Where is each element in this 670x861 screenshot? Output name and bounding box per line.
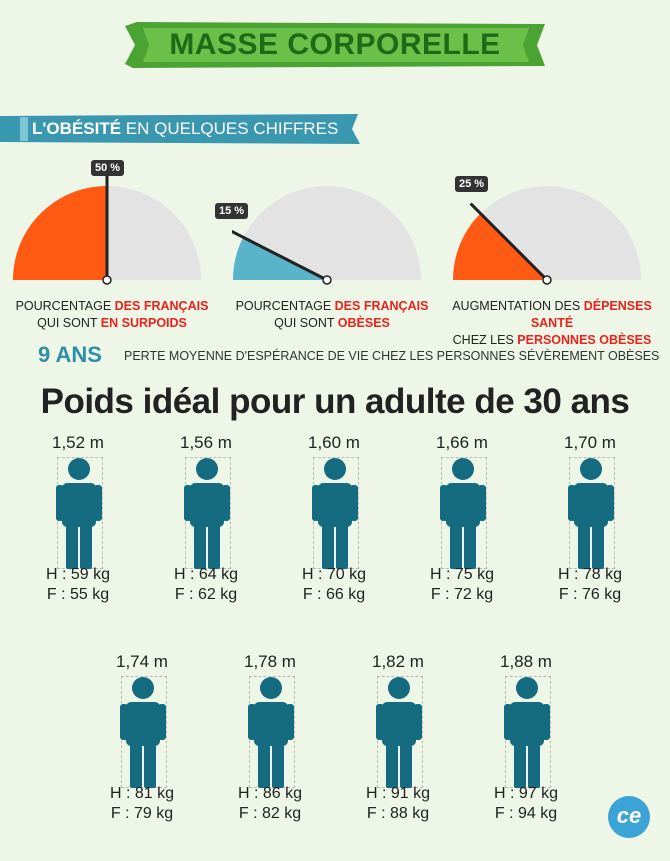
male-weight: H : 97 kg — [493, 785, 559, 802]
person-weights: H : 91 kg F : 88 kg — [353, 784, 443, 824]
person-height: 1,56 m — [180, 433, 232, 452]
person-card: 1,56 m H : 64 kg F : 62 kg — [161, 433, 251, 633]
person-icon — [120, 677, 166, 788]
caption-plain: POURCENTAGE — [15, 299, 115, 313]
caption-red: DÉPENSES SANTÉ — [530, 299, 652, 330]
person-height: 1,52 m — [52, 433, 104, 452]
person-card: 1,78 m H : 86 kg F : 82 kg — [225, 652, 315, 852]
male-weight: H : 91 kg — [365, 785, 431, 802]
person-weights: H : 75 kg F : 72 kg — [417, 565, 507, 605]
ideal-weight-title: Poids idéal pour un adulte de 30 ans — [40, 382, 630, 421]
person-icon — [248, 677, 294, 788]
person-card: 1,66 m H : 75 kg F : 72 kg — [417, 433, 507, 633]
male-weight: H : 78 kg — [557, 566, 623, 583]
gauge-pivot — [542, 275, 552, 285]
person-height: 1,70 m — [564, 433, 616, 452]
male-weight: H : 64 kg — [173, 566, 239, 583]
person-card: 1,82 m H : 91 kg F : 88 kg — [353, 652, 443, 852]
gauge-overweight: 50 % POURCENTAGE DES FRANÇAIS QUI SONT E… — [12, 160, 212, 340]
caption-red: PERSONNES OBÈSES — [517, 333, 652, 347]
female-weight: F : 82 kg — [238, 805, 302, 822]
caption-red: DES FRANÇAIS — [334, 299, 429, 313]
caption-plain: QUI SONT — [274, 316, 338, 330]
person-card: 1,74 m H : 81 kg F : 79 kg — [97, 652, 187, 852]
person-icon — [376, 677, 422, 788]
caption-plain: QUI SONT — [37, 316, 101, 330]
person-height: 1,88 m — [500, 652, 552, 671]
person-icon — [504, 677, 550, 788]
male-weight: H : 70 kg — [301, 566, 367, 583]
life-expectancy-number: 9 ANS — [38, 342, 102, 367]
person-weights: H : 59 kg F : 55 kg — [33, 565, 123, 605]
person-weights: H : 64 kg F : 62 kg — [161, 565, 251, 605]
male-weight: H : 75 kg — [429, 566, 495, 583]
female-weight: F : 72 kg — [430, 586, 494, 603]
gauge-caption: POURCENTAGE DES FRANÇAIS QUI SONT EN SUR… — [0, 298, 232, 332]
section-title-rest: EN QUELQUES CHIFFRES — [125, 119, 339, 138]
section-title-bold: L'OBÉSITÉ — [32, 119, 122, 138]
gauge-needle — [232, 229, 328, 282]
title-banner: MASSE CORPORELLE — [125, 22, 545, 68]
person-height: 1,66 m — [436, 433, 488, 452]
gauge-fill — [13, 186, 107, 280]
person-icon — [440, 458, 486, 569]
person-card: 1,70 m H : 78 kg F : 76 kg — [545, 433, 635, 633]
gauge-percent-badge: 25 % — [455, 176, 489, 192]
person-icon — [312, 458, 358, 569]
caption-plain: POURCENTAGE — [235, 299, 335, 313]
male-weight: H : 81 kg — [109, 785, 175, 802]
life-expectancy-text: PERTE MOYENNE D'ESPÉRANCE DE VIE CHEZ LE… — [124, 349, 660, 363]
gauge-fill — [452, 213, 547, 280]
person-weights: H : 97 kg F : 94 kg — [481, 784, 571, 824]
person-height: 1,82 m — [372, 652, 424, 671]
section-title: L'OBÉSITÉ EN QUELQUES CHIFFRES — [32, 114, 338, 144]
female-weight: F : 62 kg — [174, 586, 238, 603]
gauge-caption: POURCENTAGE DES FRANÇAIS QUI SONT OBÈSES — [212, 298, 452, 332]
caption-red: EN SURPOIDS — [100, 316, 187, 330]
person-card: 1,60 m H : 70 kg F : 66 kg — [289, 433, 379, 633]
caption-red: DES FRANÇAIS — [114, 299, 209, 313]
female-weight: F : 79 kg — [110, 805, 174, 822]
section-header: L'OBÉSITÉ EN QUELQUES CHIFFRES — [0, 114, 360, 144]
female-weight: F : 94 kg — [494, 805, 558, 822]
person-weights: H : 86 kg F : 82 kg — [225, 784, 315, 824]
gauge-pivot — [322, 275, 332, 285]
person-height: 1,78 m — [244, 652, 296, 671]
banner-title: MASSE CORPORELLE — [169, 28, 501, 61]
person-icon — [568, 458, 614, 569]
gauge-percent-badge: 15 % — [215, 203, 249, 219]
female-weight: F : 66 kg — [302, 586, 366, 603]
person-weights: H : 81 kg F : 79 kg — [97, 784, 187, 824]
brand-logo: ce — [608, 796, 650, 838]
gauge-caption: AUGMENTATION DES DÉPENSES SANTÉ CHEZ LES… — [432, 298, 670, 349]
person-weights: H : 78 kg F : 76 kg — [545, 565, 635, 605]
person-height: 1,74 m — [116, 652, 168, 671]
female-weight: F : 55 kg — [46, 586, 110, 603]
person-icon — [56, 458, 102, 569]
person-height: 1,60 m — [308, 433, 360, 452]
caption-plain: AUGMENTATION DES — [452, 299, 584, 313]
female-weight: F : 88 kg — [366, 805, 430, 822]
gauge-pivot — [102, 275, 112, 285]
person-card: 1,52 m H : 59 kg F : 55 kg — [33, 433, 123, 633]
gauge-obese: 15 % POURCENTAGE DES FRANÇAIS QUI SONT O… — [215, 160, 432, 340]
person-icon — [184, 458, 230, 569]
gauge-dial — [232, 186, 421, 285]
male-weight: H : 59 kg — [45, 566, 111, 583]
gauge-percent-badge: 50 % — [91, 160, 125, 176]
gauge-dial — [452, 186, 641, 285]
male-weight: H : 86 kg — [237, 785, 303, 802]
caption-plain: CHEZ LES — [452, 333, 518, 347]
gauge-dial — [13, 172, 201, 285]
female-weight: F : 76 kg — [558, 586, 622, 603]
person-weights: H : 70 kg F : 66 kg — [289, 565, 379, 605]
gauge-needle — [469, 202, 549, 282]
caption-red: OBÈSES — [337, 316, 390, 330]
gauge-health-spending: 25 % AUGMENTATION DES DÉPENSES SANTÉ CHE… — [452, 160, 652, 347]
person-card: 1,88 m H : 97 kg F : 94 kg — [481, 652, 571, 852]
